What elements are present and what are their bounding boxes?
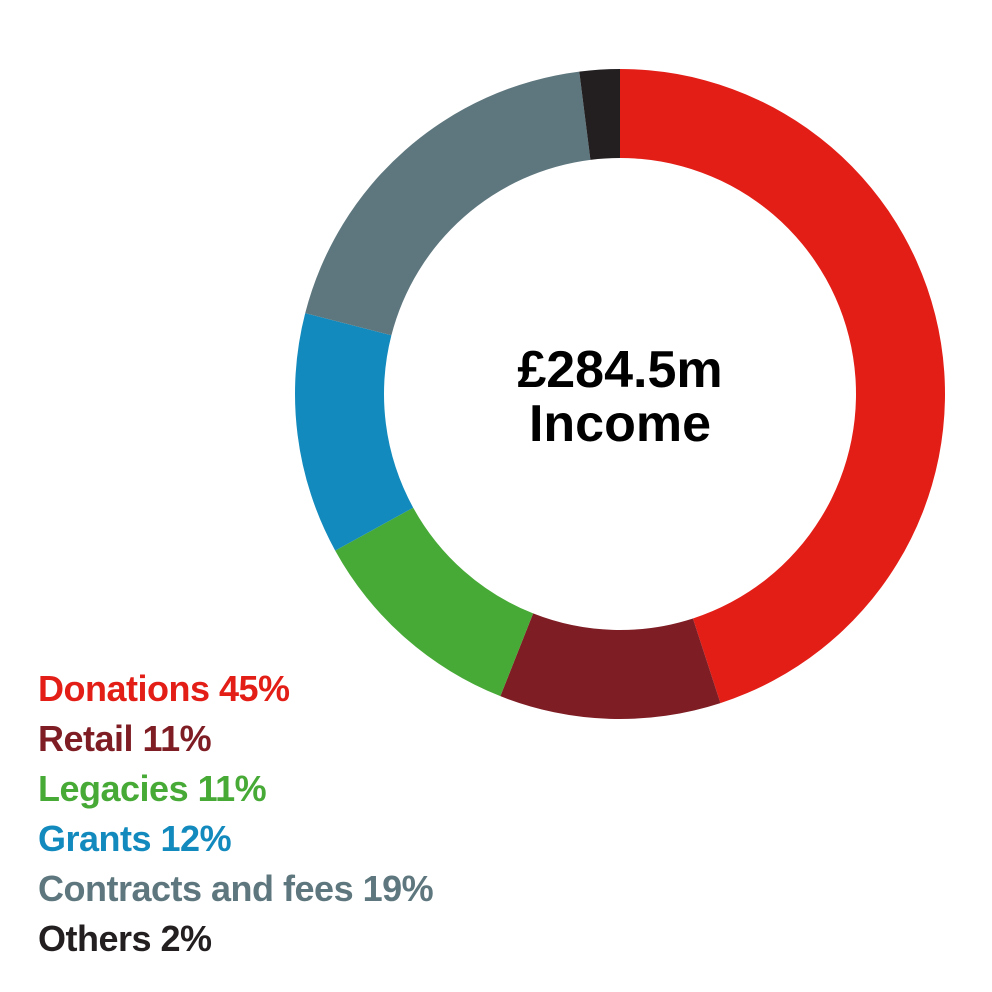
donut-slices [295, 69, 945, 720]
legend-item-retail: Retail 11% [38, 718, 212, 759]
legend-item-others: Others 2% [38, 918, 212, 959]
legend-item-donations: Donations 45% [38, 668, 290, 709]
legend: Donations 45% Retail 11% Legacies 11% Grant… [38, 664, 434, 964]
legend-item-legacies: Legacies 11% [38, 768, 267, 809]
legend-item-contracts-and-fees: Contracts and fees 19% [38, 868, 434, 909]
slice-legacies [335, 507, 534, 697]
center-income-label: Income [529, 395, 711, 453]
slice-contracts-and-fees [305, 71, 591, 336]
legend-item-grants: Grants 12% [38, 818, 232, 859]
slice-donations [620, 69, 945, 704]
slice-grants [295, 313, 414, 551]
slice-others [579, 69, 620, 160]
slice-retail [500, 613, 721, 720]
center-amount-label: £284.5m [517, 341, 722, 399]
